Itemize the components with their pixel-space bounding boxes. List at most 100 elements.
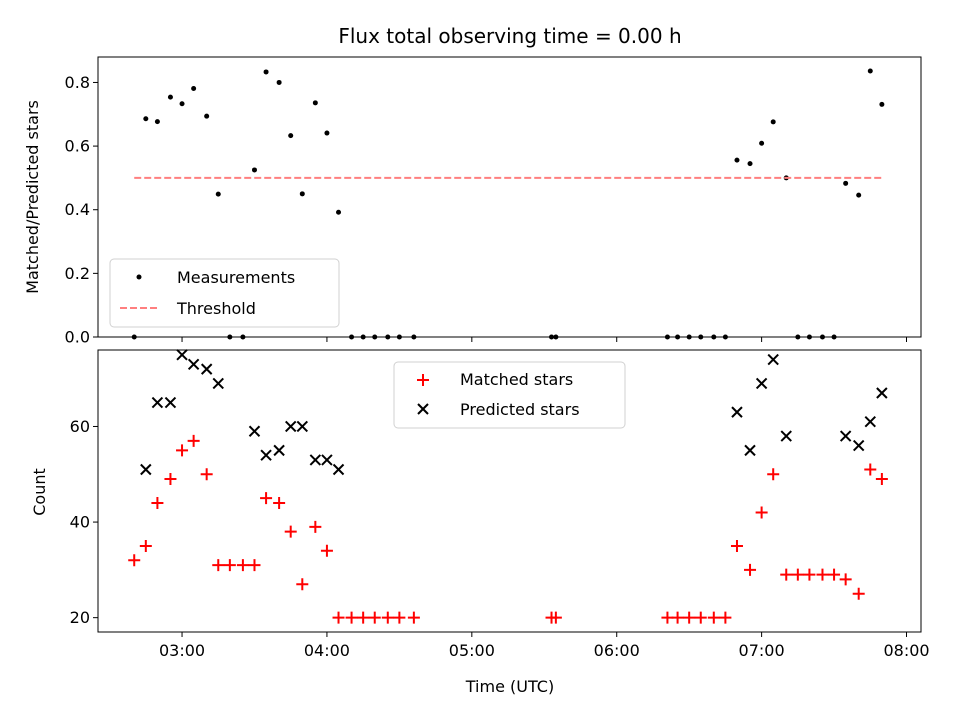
- measurement-point: [251, 167, 257, 173]
- measurement-point: [759, 140, 765, 146]
- matched-star-point: [223, 559, 236, 572]
- legend-measurements-label: Measurements: [177, 268, 295, 287]
- matched-star-point: [864, 463, 877, 476]
- measurement-point: [288, 133, 294, 139]
- measurement-point: [215, 191, 221, 197]
- matched-star-point: [780, 568, 793, 581]
- measurement-point: [734, 157, 740, 163]
- measurement-point: [879, 101, 885, 107]
- legend-matched-marker: [417, 374, 429, 386]
- matched-star-point: [875, 473, 888, 486]
- matched-star-point: [332, 611, 345, 624]
- matched-star-point: [164, 473, 177, 486]
- top-y-tick-label: 0.2: [65, 264, 90, 283]
- matched-star-point: [661, 611, 674, 624]
- matched-star-point: [357, 611, 370, 624]
- measurement-point: [263, 69, 269, 75]
- predicted-star-point: [864, 415, 876, 428]
- x-tick-label: 05:00: [449, 641, 495, 660]
- matched-star-point: [671, 611, 684, 624]
- measurement-point: [867, 68, 873, 74]
- matched-star-point: [707, 611, 720, 624]
- matched-star-point: [694, 611, 707, 624]
- legend-measurements-marker: [136, 274, 142, 280]
- measurement-point: [167, 94, 173, 100]
- predicted-star-point: [876, 387, 888, 399]
- x-tick-label: 04:00: [304, 641, 350, 660]
- measurement-point: [312, 100, 318, 106]
- predicted-star-point: [309, 454, 322, 466]
- measurement-point: [843, 180, 849, 186]
- matched-star-point: [128, 554, 141, 567]
- matched-star-point: [260, 492, 273, 505]
- matched-star-point: [320, 544, 333, 557]
- predicted-star-point: [731, 406, 743, 418]
- matched-star-point: [200, 468, 213, 481]
- bottom-legend: Matched stars Predicted stars: [393, 361, 626, 429]
- predicted-star-point: [780, 430, 792, 442]
- matched-star-point: [719, 611, 732, 624]
- matched-star-point: [187, 434, 200, 447]
- matched-star-point: [549, 611, 562, 624]
- legend-predicted-marker: [417, 403, 429, 415]
- measurement-point: [747, 161, 753, 167]
- measurement-point: [324, 130, 330, 136]
- matched-star-point: [839, 573, 852, 586]
- matched-star-point: [309, 520, 322, 533]
- legend-predicted-label: Predicted stars: [460, 400, 580, 419]
- bottom-x-axis: 03:00 04:00 05:00 06:00 07:00 08:00: [159, 632, 930, 660]
- matched-star-point: [273, 496, 286, 509]
- matched-star-point: [730, 539, 743, 552]
- matched-star-point: [381, 611, 394, 624]
- matched-star-point: [176, 444, 189, 457]
- matched-star-point: [767, 468, 780, 481]
- measurement-point: [299, 191, 305, 197]
- x-axis-label: Time (UTC): [465, 677, 554, 696]
- measurement-point: [204, 113, 210, 119]
- measurement-point: [770, 119, 776, 125]
- bottom-y-tick-label: 20: [70, 608, 90, 627]
- matched-star-point: [368, 611, 381, 624]
- bottom-legend-box: [393, 361, 626, 429]
- top-plot-area: [131, 68, 885, 340]
- matched-star-point: [345, 611, 358, 624]
- bottom-panel: 20 40 60 03:00 04:00 05:00 06:00 07:00 08:00 Co…: [30, 349, 930, 696]
- measurement-point: [154, 119, 160, 125]
- predicted-star-point: [248, 425, 261, 437]
- measurement-point: [179, 101, 185, 107]
- predicted-star-point: [839, 430, 852, 442]
- matched-star-point: [744, 563, 757, 576]
- x-tick-label: 08:00: [883, 641, 929, 660]
- top-x-ticks: [181, 337, 908, 342]
- measurement-point: [191, 86, 197, 91]
- top-y-axis-label: Matched/Predicted stars: [23, 100, 42, 294]
- measurement-point: [856, 192, 862, 198]
- predicted-star-point: [260, 449, 272, 461]
- measurement-point: [276, 79, 282, 85]
- matched-star-point: [683, 611, 696, 624]
- matched-star-point: [284, 525, 297, 538]
- predicted-star-point: [852, 439, 865, 452]
- matched-star-point: [828, 568, 841, 581]
- matched-star-point: [212, 559, 225, 572]
- predicted-star-point: [212, 377, 224, 390]
- matched-star-point: [296, 578, 309, 591]
- matched-star-point: [755, 506, 768, 519]
- predicted-star-point: [164, 396, 177, 409]
- top-axes-frame: [97, 56, 922, 338]
- predicted-star-point: [296, 420, 309, 433]
- predicted-star-point: [140, 463, 152, 476]
- matched-star-point: [803, 568, 816, 581]
- predicted-star-point: [273, 444, 285, 457]
- measurement-point: [336, 209, 342, 215]
- predicted-star-point: [755, 377, 768, 390]
- predicted-star-point: [200, 363, 213, 375]
- predicted-star-point: [151, 396, 164, 409]
- predicted-star-point: [767, 353, 779, 366]
- bottom-y-tick-label: 60: [70, 417, 90, 436]
- matched-star-point: [407, 611, 420, 624]
- top-y-axis: 0.0 0.2 0.4 0.6 0.8: [65, 73, 98, 347]
- predicted-star-point: [285, 420, 297, 433]
- matched-star-point: [791, 568, 804, 581]
- matched-star-point: [816, 568, 829, 581]
